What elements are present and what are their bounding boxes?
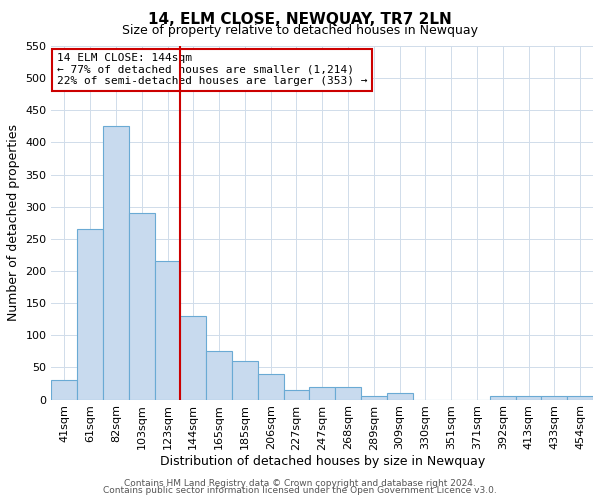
Bar: [103, 126, 129, 400]
Bar: [310, 386, 335, 400]
Bar: [129, 213, 155, 400]
Text: 14 ELM CLOSE: 144sqm
← 77% of detached houses are smaller (1,214)
22% of semi-de: 14 ELM CLOSE: 144sqm ← 77% of detached h…: [57, 53, 367, 86]
Bar: [515, 396, 541, 400]
Text: Size of property relative to detached houses in Newquay: Size of property relative to detached ho…: [122, 24, 478, 37]
Bar: [541, 396, 567, 400]
X-axis label: Distribution of detached houses by size in Newquay: Distribution of detached houses by size …: [160, 455, 485, 468]
Bar: [335, 386, 361, 400]
Bar: [52, 380, 77, 400]
Bar: [181, 316, 206, 400]
Text: Contains public sector information licensed under the Open Government Licence v3: Contains public sector information licen…: [103, 486, 497, 495]
Bar: [155, 262, 181, 400]
Bar: [258, 374, 284, 400]
Bar: [567, 396, 593, 400]
Bar: [361, 396, 387, 400]
Bar: [387, 393, 413, 400]
Text: Contains HM Land Registry data © Crown copyright and database right 2024.: Contains HM Land Registry data © Crown c…: [124, 478, 476, 488]
Text: 14, ELM CLOSE, NEWQUAY, TR7 2LN: 14, ELM CLOSE, NEWQUAY, TR7 2LN: [148, 12, 452, 28]
Bar: [206, 352, 232, 400]
Y-axis label: Number of detached properties: Number of detached properties: [7, 124, 20, 321]
Bar: [77, 229, 103, 400]
Bar: [232, 361, 258, 400]
Bar: [490, 396, 515, 400]
Bar: [284, 390, 310, 400]
